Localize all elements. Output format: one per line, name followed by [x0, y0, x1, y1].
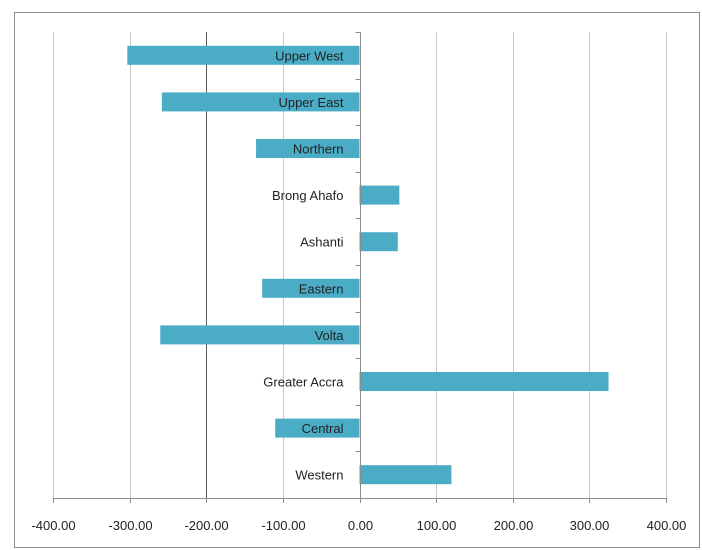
x-tick-label: 100.00 — [417, 518, 457, 533]
category-label: Greater Accra — [263, 375, 344, 390]
bar — [161, 92, 360, 112]
category-label: Upper East — [278, 95, 343, 110]
x-tick-label: 200.00 — [494, 518, 534, 533]
bar — [359, 372, 609, 391]
category-label: Eastern — [299, 281, 344, 296]
bar — [256, 139, 360, 158]
x-tick-label: 0.00 — [348, 518, 373, 533]
x-tick-label: -400.00 — [31, 518, 75, 533]
x-tick-label: -200.00 — [184, 518, 228, 533]
category-label: Northern — [293, 142, 344, 157]
bar — [262, 278, 360, 298]
bar-layer — [127, 45, 609, 485]
category-label: Ashanti — [300, 235, 343, 250]
bar — [127, 45, 360, 65]
category-label: Upper West — [275, 48, 344, 63]
category-label: Central — [302, 421, 344, 436]
category-label: Volta — [315, 328, 345, 343]
x-tick-label: -100.00 — [261, 518, 305, 533]
x-tick-label: 300.00 — [570, 518, 610, 533]
x-tick-label: 400.00 — [647, 518, 687, 533]
axis-layer — [53, 32, 667, 503]
category-label: Brong Ahafo — [272, 188, 344, 203]
bar — [359, 185, 400, 205]
grid-layer — [53, 32, 667, 498]
bar — [359, 232, 398, 252]
bar — [275, 418, 360, 438]
category-label: Western — [295, 468, 343, 483]
x-tick-label: -300.00 — [108, 518, 152, 533]
bar — [359, 465, 452, 485]
label-layer: -400.00 -300.00 -200.00 -100.00 0.00 100.00 20… — [31, 48, 686, 533]
bar — [160, 325, 360, 345]
